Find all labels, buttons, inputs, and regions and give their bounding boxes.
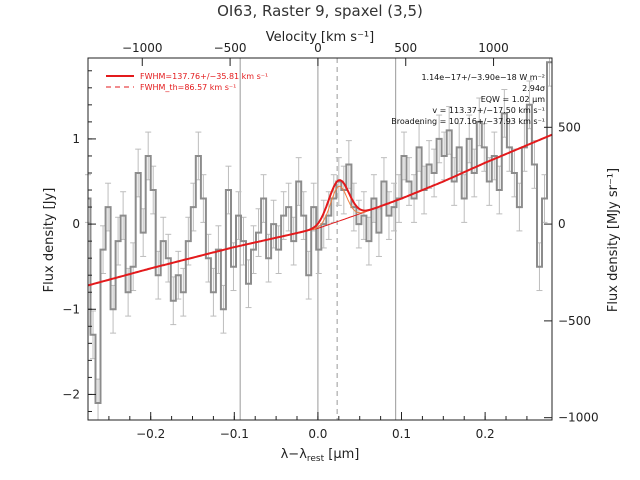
y-tick-label: 1 [72, 132, 80, 146]
fit-annotation: Broadening = 107.16+/−37.93 km s⁻¹ [391, 117, 545, 126]
legend-label: FWHM_th=86.57 km s⁻¹ [140, 83, 236, 92]
x-axis-title-unit: [μm] [324, 447, 359, 462]
fit-annotation: 1.14e−17+/−3.90e−18 W m⁻² [421, 73, 545, 82]
y2-tick-label: −500 [558, 314, 591, 328]
y-tick-label: −1 [62, 302, 80, 316]
x2-tick-label: 1000 [478, 41, 509, 55]
x2-tick-label: −1000 [122, 41, 163, 55]
x-tick-label: 0.2 [476, 427, 495, 441]
y2-tick-label: 500 [558, 120, 581, 134]
legend-entry: FWHM_th=86.57 km s⁻¹ [106, 83, 236, 92]
legend-label: FWHM=137.76+/−35.81 km s⁻¹ [140, 72, 268, 81]
y-tick-label: −2 [62, 387, 80, 401]
plot-frame [87, 57, 553, 421]
thermal-profile [301, 185, 377, 233]
y-axis-title: Flux density [Jy] [42, 188, 57, 293]
spectrum-series [88, 61, 552, 404]
x-axis-title: λ−λrest [μm] [281, 447, 360, 464]
x-tick-label: −0.1 [220, 427, 249, 441]
x-tick-label: 0.1 [392, 427, 411, 441]
continuum-baseline [87, 134, 553, 286]
legend-entry: FWHM=137.76+/−35.81 km s⁻¹ [106, 72, 268, 81]
y2-axis-title: Flux density [MJy sr⁻¹] [606, 168, 621, 312]
x-axis-title-main: λ−λ [281, 447, 308, 462]
x-axis-title-sub: rest [307, 454, 325, 464]
line-fit-series [87, 133, 553, 287]
chart-title: OI63, Raster 9, spaxel (3,5) [217, 2, 423, 20]
y2-tick-label: −1000 [558, 411, 599, 425]
x-tick-label: 0.0 [308, 427, 327, 441]
fit-annotation: 2.94σ [522, 84, 545, 93]
x2-tick-label: −500 [214, 41, 247, 55]
y2-tick-label: 0 [558, 217, 566, 231]
x2-axis-title: Velocity [km s⁻¹] [266, 30, 374, 45]
x2-tick-label: 500 [394, 41, 417, 55]
plot-area: −0.2 −0.1 0.0 0.1 0.2 −1000 −500 0 500 1000 −2 −1 0 1… [62, 41, 598, 441]
x-tick-label: −0.2 [136, 427, 165, 441]
y-tick-label: 0 [72, 217, 80, 231]
fit-annotation: v = 113.37+/−17.50 km s⁻¹ [432, 106, 545, 115]
fit-annotation: EQW = 1.02 μm [481, 95, 545, 104]
x2-tick-label: 0 [314, 41, 322, 55]
